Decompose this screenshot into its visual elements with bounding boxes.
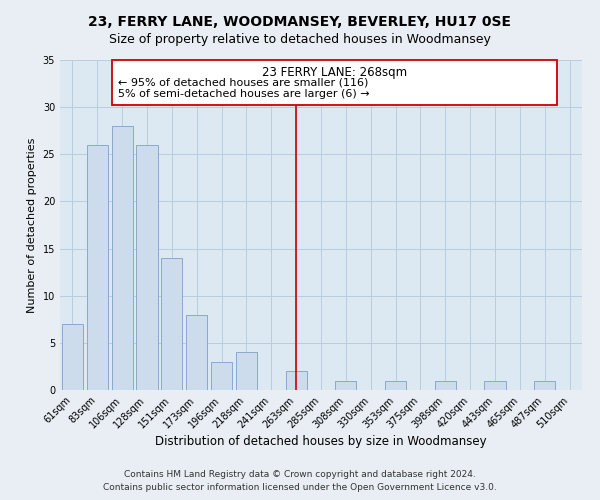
FancyBboxPatch shape [112, 60, 557, 106]
Text: 5% of semi-detached houses are larger (6) →: 5% of semi-detached houses are larger (6… [118, 89, 370, 99]
Bar [62, 324, 83, 390]
Text: Size of property relative to detached houses in Woodmansey: Size of property relative to detached ho… [109, 32, 491, 46]
Bar [286, 371, 307, 390]
Bar [534, 380, 555, 390]
Bar [335, 380, 356, 390]
Text: 23 FERRY LANE: 268sqm: 23 FERRY LANE: 268sqm [262, 66, 407, 79]
Bar [211, 362, 232, 390]
Y-axis label: Number of detached properties: Number of detached properties [27, 138, 37, 312]
Bar [161, 258, 182, 390]
Bar [136, 145, 158, 390]
Bar [186, 314, 207, 390]
Bar [435, 380, 456, 390]
Text: ← 95% of detached houses are smaller (116): ← 95% of detached houses are smaller (11… [118, 78, 369, 88]
Bar [236, 352, 257, 390]
Bar [87, 145, 108, 390]
Bar [112, 126, 133, 390]
X-axis label: Distribution of detached houses by size in Woodmansey: Distribution of detached houses by size … [155, 436, 487, 448]
Text: Contains HM Land Registry data © Crown copyright and database right 2024.
Contai: Contains HM Land Registry data © Crown c… [103, 470, 497, 492]
Text: 23, FERRY LANE, WOODMANSEY, BEVERLEY, HU17 0SE: 23, FERRY LANE, WOODMANSEY, BEVERLEY, HU… [89, 15, 511, 29]
Bar [484, 380, 506, 390]
Bar [385, 380, 406, 390]
